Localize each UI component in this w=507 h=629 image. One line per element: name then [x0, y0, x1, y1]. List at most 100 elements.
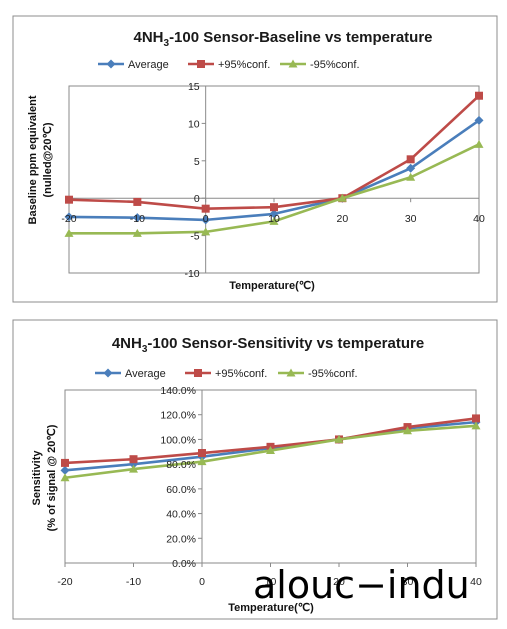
- baseline-chart: 4NH3-100 Sensor-Baseline vs temperature …: [12, 15, 498, 303]
- average-point-6: [474, 115, 484, 125]
- y-tick-label: 120.0%: [160, 410, 196, 422]
- 95-conf-point-5: [406, 172, 416, 181]
- x-tick-label: 40: [473, 213, 485, 225]
- series-group: [60, 414, 481, 482]
- legend-label: Average: [125, 368, 166, 380]
- y-axis-label: Sensitivity (% of signal @ 20℃): [31, 424, 58, 531]
- 95-conf-point-0: [61, 458, 69, 467]
- 95-conf-point-2: [197, 457, 207, 466]
- 95-conf-point-legend: [197, 60, 205, 68]
- 95-conf-point-2: [198, 449, 206, 458]
- x-tick-label: 30: [402, 576, 414, 588]
- legend-item-95-conf: -95%conf.: [280, 59, 360, 71]
- average-point-5: [406, 163, 416, 173]
- legend: Average +95%conf. -95%conf.: [95, 368, 358, 380]
- average-point-1: [132, 213, 142, 223]
- plot-area: [68, 85, 480, 274]
- average-point-2: [201, 215, 211, 225]
- y-tick-label: 10: [188, 118, 200, 130]
- y-tick-label: 0.0%: [172, 558, 196, 570]
- y-axis-label: Baseline ppm equivalent (nulled@20℃): [27, 95, 54, 224]
- legend-label: -95%conf.: [308, 368, 358, 380]
- x-axis-label: Temperature(℃): [228, 602, 314, 614]
- y-tick-label: 0: [194, 193, 200, 205]
- x-tick-label: 0: [199, 576, 205, 588]
- average-point-3: [269, 209, 279, 219]
- legend-item-average: Average: [98, 59, 169, 71]
- y-tick-label: -5: [190, 231, 199, 243]
- 95-conf-point-4: [337, 193, 347, 202]
- legend-item-95-conf: +95%conf.: [188, 59, 270, 71]
- 95-conf-point-1: [129, 464, 138, 473]
- y-tick-label: 40.0%: [166, 509, 196, 521]
- 95-conf-point-2: [201, 227, 211, 236]
- x-tick-label: 30: [405, 213, 417, 225]
- y-tick-label: -10: [184, 268, 199, 280]
- y-axis-label-line1: Sensitivity: [31, 450, 43, 506]
- y-axis-label-line1: Baseline ppm equivalent: [27, 95, 39, 224]
- legend-item-95-conf: +95%conf.: [185, 368, 267, 380]
- legend-label: -95%conf.: [310, 59, 360, 71]
- series-group: [64, 91, 484, 237]
- legend: Average +95%conf. -95%conf.: [98, 59, 360, 71]
- 95-conf-point-5: [406, 155, 415, 164]
- legend-label: +95%conf.: [218, 59, 270, 71]
- y-tick-label: 80.0%: [166, 459, 196, 471]
- chart-title: 4NH3-100 Sensor-Baseline vs temperature: [133, 29, 432, 49]
- y-tick-label: 15: [188, 81, 200, 93]
- tick-labels: -10 -5 0 5 10 15 -20 -10 0 10 20 30 40: [61, 81, 485, 280]
- 95-conf-point-legend: [288, 59, 298, 68]
- 95-conf-point-6: [471, 421, 481, 430]
- tick-labels: 0.0% 20.0% 40.0% 60.0% 80.0% 100.0% 120.0% 140.…: [57, 385, 482, 588]
- average-point-0: [64, 212, 74, 222]
- x-tick-label: 20: [333, 576, 345, 588]
- 95-conf-point-4: [334, 434, 344, 443]
- y-axis-label-line2: (% of signal @ 20℃): [46, 424, 58, 531]
- legend-label: +95%conf.: [215, 368, 267, 380]
- 95-conf-point-0: [60, 473, 70, 482]
- y-tick-label: 5: [194, 156, 200, 168]
- 95-conf-point-3: [266, 446, 275, 455]
- 95-conf-point-3: [269, 216, 279, 225]
- chart-frame: [12, 15, 498, 303]
- average-point-0: [60, 465, 70, 475]
- x-tick-label: -20: [57, 576, 72, 588]
- legend-label: Average: [128, 59, 169, 71]
- y-tick-label: 60.0%: [166, 484, 196, 496]
- x-tick-label: 10: [265, 576, 277, 588]
- x-tick-label: 20: [336, 213, 348, 225]
- 95-conf-point-1: [129, 455, 138, 464]
- 95-conf-point-6: [472, 414, 480, 423]
- x-tick-label: -10: [130, 213, 145, 225]
- 95-conf-point-legend: [286, 368, 296, 377]
- 95-conf-point-legend: [194, 369, 202, 377]
- y-tick-label: 100.0%: [160, 434, 196, 446]
- y-tick-label: 20.0%: [166, 533, 196, 545]
- average-point-legend: [103, 368, 113, 378]
- 95-conf-point-6: [474, 139, 484, 148]
- watermark-text: alouc−indu: [253, 563, 470, 607]
- y-tick-label: 140.0%: [160, 385, 196, 397]
- chart-title: 4NH3-100 Sensor-Sensitivity vs temperatu…: [112, 335, 424, 355]
- legend-item-95-conf: -95%conf.: [278, 368, 358, 380]
- 95-conf-point-5: [403, 426, 412, 435]
- 95-conf-point-0: [65, 195, 73, 204]
- y-axis-label-line2: (nulled@20℃): [42, 122, 54, 197]
- 95-conf-point-0: [64, 228, 74, 237]
- sensitivity-chart: 4NH3-100 Sensor-Sensitivity vs temperatu…: [12, 319, 498, 620]
- x-tick-label: -10: [126, 576, 141, 588]
- 95-conf-point-3: [270, 203, 278, 212]
- legend-item-average: Average: [95, 368, 166, 380]
- x-tick-label: 40: [470, 576, 482, 588]
- x-tick-label: 10: [268, 213, 280, 225]
- x-tick-label: 0: [203, 213, 209, 225]
- x-tick-label: -20: [61, 213, 76, 225]
- 95-conf-point-2: [201, 204, 210, 213]
- average-point-legend: [106, 59, 116, 69]
- 95-conf-point-1: [133, 197, 142, 206]
- x-axis-label: Temperature(℃): [229, 280, 315, 292]
- 95-conf-point-6: [475, 91, 483, 100]
- chart-frame: [12, 319, 498, 620]
- 95-conf-point-1: [132, 228, 142, 237]
